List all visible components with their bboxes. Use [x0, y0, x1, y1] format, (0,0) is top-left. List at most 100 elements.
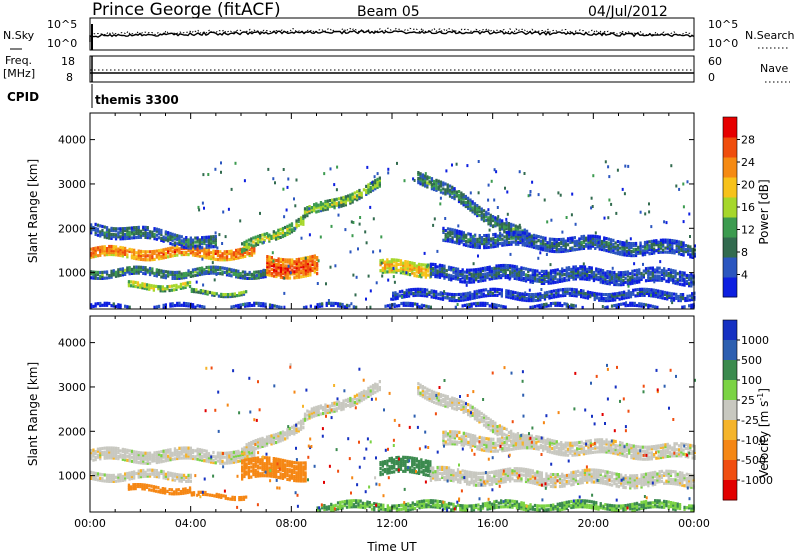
cell — [688, 298, 691, 302]
cell — [124, 458, 127, 462]
cell — [475, 303, 478, 308]
cell — [151, 254, 154, 258]
cell — [573, 288, 576, 292]
cell — [576, 239, 579, 243]
cell — [243, 446, 246, 450]
cell — [429, 264, 433, 268]
cell — [162, 252, 165, 256]
cell — [618, 297, 621, 301]
cell — [599, 276, 602, 280]
cell — [257, 301, 260, 305]
cell — [135, 471, 138, 476]
cell — [476, 239, 479, 243]
cell — [99, 247, 102, 251]
cell — [101, 245, 104, 249]
cell — [613, 276, 616, 281]
cell — [175, 287, 178, 291]
cell — [430, 179, 434, 183]
cell — [253, 270, 256, 274]
cell — [185, 446, 188, 450]
cell — [539, 296, 542, 300]
cell — [241, 456, 245, 460]
cell — [225, 256, 229, 260]
colorbar-swatch — [723, 257, 737, 278]
colorbar-swatch — [723, 177, 737, 198]
cell — [169, 246, 172, 250]
cell — [527, 295, 531, 299]
cell — [647, 276, 650, 280]
cell — [469, 198, 472, 202]
cell — [167, 247, 170, 251]
cell — [489, 239, 493, 243]
cell — [283, 291, 286, 295]
cell — [477, 269, 480, 273]
cell — [558, 301, 562, 305]
cell — [369, 185, 372, 190]
cell — [146, 451, 149, 455]
cell — [273, 274, 276, 278]
cell — [693, 244, 696, 248]
cell — [155, 473, 158, 477]
cell — [160, 250, 163, 254]
cell — [590, 206, 593, 210]
cell — [596, 243, 599, 247]
cell — [572, 273, 575, 277]
cell — [486, 266, 489, 270]
cell — [94, 270, 97, 274]
cell — [510, 236, 513, 240]
cell — [542, 236, 545, 240]
cell — [142, 470, 145, 475]
cell — [457, 298, 460, 303]
cell — [378, 380, 381, 384]
cell — [521, 243, 524, 247]
cell — [502, 305, 505, 309]
cell — [412, 177, 415, 181]
cell — [290, 230, 294, 234]
cell — [676, 282, 679, 286]
cell — [684, 298, 687, 303]
cell — [214, 237, 217, 241]
cell — [591, 291, 594, 295]
cpid-label: CPID — [7, 90, 39, 104]
cell — [434, 273, 437, 277]
cell — [629, 278, 632, 282]
cell — [92, 450, 95, 454]
cell — [501, 233, 504, 237]
cell — [509, 252, 512, 256]
cell — [555, 293, 558, 297]
cell — [316, 303, 319, 307]
cell — [665, 279, 668, 283]
cell — [173, 235, 177, 239]
cell — [481, 268, 485, 273]
cell — [169, 272, 172, 276]
cell — [141, 485, 144, 489]
cell — [496, 287, 499, 292]
cell — [530, 241, 533, 245]
cell — [572, 303, 575, 308]
cell — [611, 292, 614, 296]
cell — [573, 236, 576, 240]
cell — [250, 251, 254, 255]
cell — [515, 271, 519, 275]
cell — [90, 303, 93, 307]
cell — [596, 237, 599, 241]
cell — [561, 304, 564, 308]
cell — [108, 248, 111, 253]
cell — [139, 249, 143, 253]
cell — [117, 268, 120, 272]
cell — [469, 232, 472, 236]
cell — [99, 224, 102, 228]
cell — [353, 402, 356, 406]
cell — [205, 271, 208, 275]
cell — [151, 470, 154, 474]
cell — [90, 470, 93, 474]
cell — [419, 176, 422, 180]
cell — [467, 202, 470, 206]
cell — [176, 473, 179, 477]
cell — [241, 250, 244, 254]
cell — [643, 246, 647, 251]
cell — [387, 278, 390, 282]
cell — [403, 291, 406, 295]
cell — [471, 294, 474, 298]
cell — [551, 241, 554, 245]
